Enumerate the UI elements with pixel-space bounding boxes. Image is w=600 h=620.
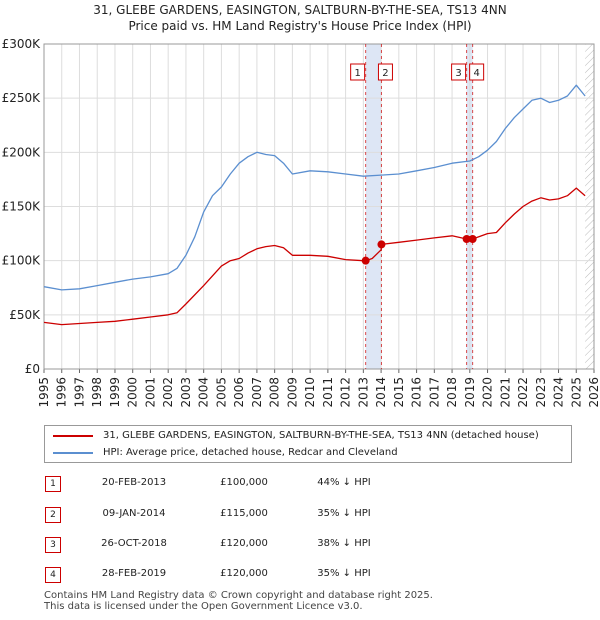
- legend-swatch-hpi: [53, 452, 93, 454]
- sale-price: £120,000: [220, 538, 268, 549]
- x-tick-label: 2001: [143, 377, 157, 408]
- x-tick-label: 2005: [214, 377, 228, 408]
- y-tick-label: £200K: [2, 145, 42, 159]
- x-tick-label: 1995: [37, 377, 51, 408]
- x-tick-label: 2014: [374, 377, 388, 408]
- footer: Contains HM Land Registry data © Crown c…: [44, 590, 433, 612]
- sale-point: [377, 240, 386, 249]
- x-tick-label: 2003: [179, 377, 193, 408]
- sale-label-box: 1: [350, 63, 366, 81]
- x-tick-label: 2012: [339, 377, 353, 408]
- x-tick-label: 1996: [55, 377, 69, 408]
- x-tick-label: 2021: [498, 377, 512, 408]
- x-tick-label: 2004: [197, 377, 211, 408]
- x-tick-label: 2025: [569, 377, 583, 408]
- sale-date: 09-JAN-2014: [102, 508, 166, 519]
- sale-hpi-diff: 38% ↓ HPI: [317, 538, 371, 549]
- x-tick-label: 2015: [392, 377, 406, 408]
- sale-label-box: 4: [469, 63, 485, 81]
- sale-price: £115,000: [220, 508, 268, 519]
- sale-price: £100,000: [220, 477, 268, 488]
- table-row: 1 20-FEB-2013 £100,000 44% ↓ HPI: [44, 474, 584, 496]
- table-row: 3 26-OCT-2018 £120,000 38% ↓ HPI: [44, 535, 584, 557]
- hpi-line: [43, 84, 586, 291]
- x-tick-label: 2009: [285, 377, 299, 408]
- y-tick-label: £250K: [2, 91, 42, 105]
- y-tick-label: £300K: [2, 37, 42, 51]
- sale-point: [462, 235, 471, 243]
- plot-frame: [43, 43, 595, 370]
- legend-item-hpi: HPI: Average price, detached house, Redc…: [53, 445, 398, 461]
- x-tick-label: 2000: [126, 377, 140, 408]
- sale-hpi-diff: 35% ↓ HPI: [317, 568, 371, 579]
- sale-label-number: 3: [455, 68, 461, 79]
- x-tick-label: 2007: [250, 377, 264, 408]
- sale-label-box: 3: [451, 63, 467, 81]
- sale-price: £120,000: [220, 568, 268, 579]
- sale-label-frame: [469, 63, 485, 81]
- y-tick-label: £100K: [2, 254, 42, 268]
- sale-date: 26-OCT-2018: [101, 538, 167, 549]
- sale-point: [361, 256, 370, 265]
- x-tick-label: 2022: [516, 377, 530, 408]
- x-tick-label: 1999: [108, 377, 122, 408]
- sale-date: 28-FEB-2019: [101, 568, 167, 579]
- sale-label-frame: [350, 63, 366, 81]
- sale-number-badge: 4: [45, 567, 61, 583]
- legend: 31, GLEBE GARDENS, EASINGTON, SALTBURN-B…: [44, 425, 572, 463]
- sale-hpi-diff: 44% ↓ HPI: [317, 477, 371, 488]
- x-tick-label: 2023: [534, 377, 548, 408]
- sale-point: [468, 235, 477, 243]
- footer-copyright: Contains HM Land Registry data © Crown c…: [44, 590, 433, 601]
- sale-number-badge: 3: [45, 537, 61, 553]
- x-tick-label: 1998: [90, 377, 104, 408]
- x-tick-label: 2019: [463, 377, 477, 408]
- legend-label-property: 31, GLEBE GARDENS, EASINGTON, SALTBURN-B…: [103, 430, 539, 441]
- chart-subtitle: Price paid vs. HM Land Registry's House …: [128, 19, 472, 33]
- x-tick-label: 2018: [445, 377, 459, 408]
- x-tick-label: 2013: [356, 377, 370, 408]
- x-tick-label: 2020: [481, 377, 495, 408]
- sale-label-frame: [377, 63, 393, 81]
- legend-swatch-property: [53, 435, 93, 437]
- x-tick-label: 2008: [268, 377, 282, 408]
- sale-number-badge: 1: [45, 476, 61, 492]
- sale-label-number: 1: [354, 68, 360, 79]
- chart-title: 31, GLEBE GARDENS, EASINGTON, SALTBURN-B…: [93, 3, 507, 17]
- table-row: 4 28-FEB-2019 £120,000 35% ↓ HPI: [44, 565, 584, 587]
- legend-label-hpi: HPI: Average price, detached house, Redc…: [103, 447, 398, 458]
- x-tick-label: 2011: [321, 377, 335, 408]
- sale-label-number: 4: [473, 68, 479, 79]
- x-tick-label: 2002: [161, 377, 175, 408]
- x-tick-label: 2010: [303, 377, 317, 408]
- y-tick-label: £50K: [9, 308, 41, 322]
- x-tick-label: 2024: [552, 377, 566, 408]
- sale-number-badge: 2: [45, 507, 61, 523]
- x-tick-label: 2017: [427, 377, 441, 408]
- y-tick-label: £150K: [2, 200, 42, 214]
- legend-item-property: 31, GLEBE GARDENS, EASINGTON, SALTBURN-B…: [53, 428, 539, 444]
- x-tick-label: 2006: [232, 377, 246, 408]
- sale-hpi-diff: 35% ↓ HPI: [317, 508, 371, 519]
- table-row: 2 09-JAN-2014 £115,000 35% ↓ HPI: [44, 505, 584, 527]
- sale-label-number: 2: [382, 68, 388, 79]
- x-tick-label: 2026: [587, 377, 600, 408]
- x-tick-label: 2016: [410, 377, 424, 408]
- sale-date: 20-FEB-2013: [101, 477, 167, 488]
- footer-licence: This data is licensed under the Open Gov…: [44, 601, 363, 612]
- sale-label-box: 2: [377, 63, 393, 81]
- x-tick-label: 1997: [72, 377, 86, 408]
- y-tick-label: £0: [25, 362, 40, 376]
- sale-label-frame: [451, 63, 467, 81]
